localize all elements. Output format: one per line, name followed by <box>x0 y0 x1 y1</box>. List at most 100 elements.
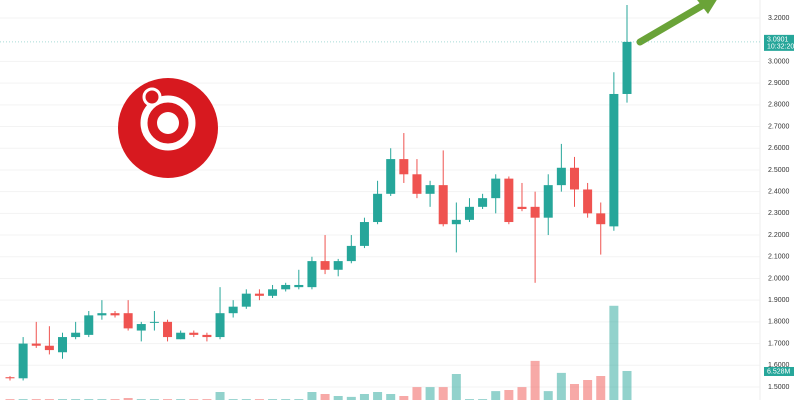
y-tick-label: 1.5000 <box>768 384 790 391</box>
candle-body <box>18 343 28 379</box>
volume-bar <box>543 391 553 400</box>
y-tick-label: 2.8000 <box>768 102 790 109</box>
volume-bar <box>504 390 514 400</box>
y-tick-label: 1.7000 <box>768 340 790 347</box>
volume-bar <box>556 372 566 400</box>
candle-body <box>5 377 15 379</box>
candle-body <box>268 289 278 296</box>
candle-body <box>399 159 409 175</box>
candle-body <box>149 321 159 323</box>
candle-body <box>44 345 54 351</box>
candle-body <box>530 206 540 218</box>
candle-body <box>491 178 501 199</box>
volume-bar <box>320 394 330 400</box>
volume-bar <box>373 392 383 400</box>
candle-body <box>228 306 238 314</box>
candle-body <box>359 222 369 246</box>
y-tick-label: 3.0000 <box>768 58 790 65</box>
logo <box>118 78 218 178</box>
y-tick-label: 2.0000 <box>768 275 790 282</box>
candle-body <box>84 315 94 335</box>
candle-body <box>176 332 186 340</box>
volume-bar <box>359 394 369 400</box>
volume-bar <box>425 387 435 400</box>
y-tick-label: 2.2000 <box>768 232 790 239</box>
candle-body <box>478 198 488 207</box>
volume-bar <box>596 376 606 400</box>
candle-body <box>202 334 212 338</box>
candle-body <box>333 261 343 270</box>
arrow <box>636 0 717 46</box>
y-tick-label: 3.2000 <box>768 15 790 22</box>
volume-bar <box>215 392 225 400</box>
candle-body <box>136 324 146 331</box>
candle-body <box>543 185 553 218</box>
logo-node <box>142 87 162 107</box>
candle-body <box>583 189 593 214</box>
candle-body <box>123 313 133 329</box>
candle-body <box>609 93 619 227</box>
y-tick-label: 2.9000 <box>768 80 790 87</box>
volume-bar <box>622 370 632 400</box>
y-tick-label: 1.8000 <box>768 319 790 326</box>
volume-bar <box>123 398 133 400</box>
volume-bar <box>530 360 540 400</box>
candle-body <box>438 185 448 225</box>
candle-body <box>215 313 225 338</box>
candle-body <box>281 284 291 290</box>
volume-bar <box>491 391 501 400</box>
last-price-label: 3.0901 <box>767 37 789 44</box>
y-tick-label: 2.7000 <box>768 123 790 130</box>
y-tick-label: 1.6000 <box>768 362 790 369</box>
candle-body <box>451 219 461 225</box>
candle-body <box>307 261 317 288</box>
last-price-box <box>764 34 794 51</box>
arrow-head <box>697 0 717 14</box>
y-tick-label: 2.4000 <box>768 188 790 195</box>
volume-bar <box>583 380 593 400</box>
y-tick-label: 2.3000 <box>768 210 790 217</box>
candle-body <box>320 261 330 270</box>
y-tick-label: 2.6000 <box>768 145 790 152</box>
candle-body <box>31 343 41 346</box>
candle-body <box>569 167 579 190</box>
logo-ring <box>140 95 196 151</box>
volume-bar <box>386 394 396 400</box>
volume-bar <box>438 387 448 400</box>
candle-body <box>504 178 514 223</box>
candle-body <box>517 206 527 210</box>
volume-bar <box>412 387 422 400</box>
y-tick-label: 2.5000 <box>768 167 790 174</box>
candle-body <box>425 185 435 194</box>
candle-body <box>294 284 304 288</box>
volume-bar <box>333 396 343 400</box>
candle-body <box>163 321 173 338</box>
volume-bar <box>346 396 356 400</box>
candle-body <box>97 313 107 316</box>
candle-body <box>596 213 606 225</box>
candle-body <box>254 293 264 296</box>
y-tick-label: 2.1000 <box>768 254 790 261</box>
candle-body <box>189 332 199 335</box>
candle-body <box>373 193 383 223</box>
volume-bar <box>517 387 527 400</box>
last-price-time: 10:32:20 <box>767 44 794 51</box>
candle-body <box>241 293 251 307</box>
logo-dot <box>157 112 179 134</box>
volume-label: 6.528M <box>767 368 791 375</box>
volume-bar <box>609 305 619 400</box>
candle-body <box>412 174 422 194</box>
volume-bar <box>569 384 579 400</box>
volume-bar <box>307 392 317 400</box>
candle-body <box>556 167 566 186</box>
arrow-shaft <box>636 0 709 46</box>
candle-body <box>71 332 81 338</box>
candle-body <box>386 159 396 194</box>
candle-body <box>110 313 120 316</box>
volume-bar <box>399 396 409 400</box>
candle-body <box>58 337 68 353</box>
candle-body <box>622 41 632 94</box>
volume-bar <box>451 374 461 400</box>
